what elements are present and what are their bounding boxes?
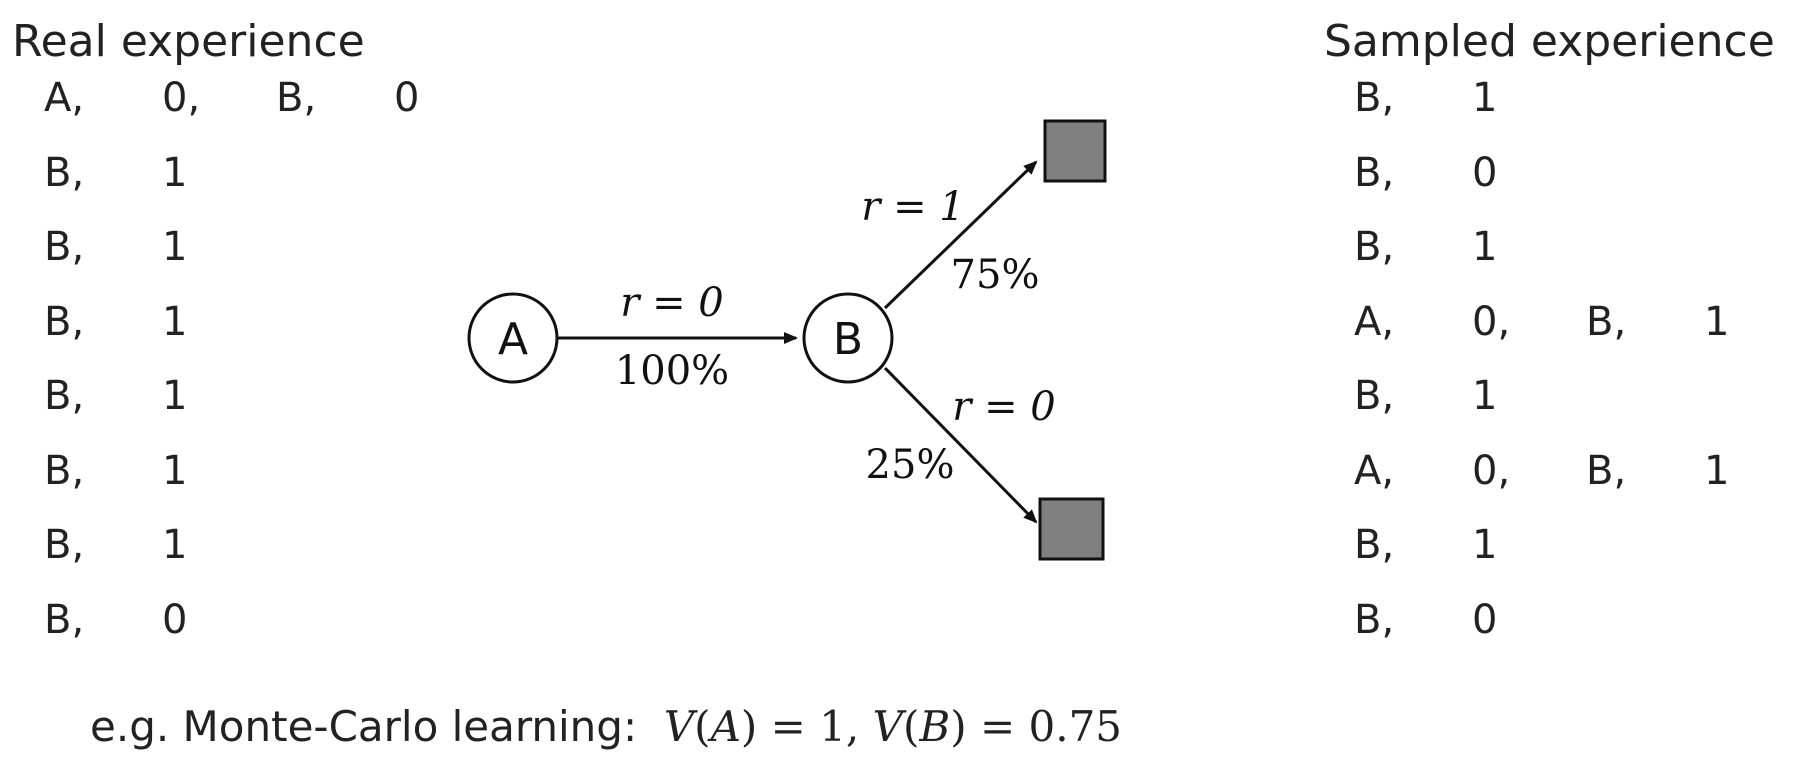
footer-prefix: e.g. Monte-Carlo learning:	[90, 702, 638, 751]
real-experience-row-4-cell-1: B,	[44, 298, 85, 345]
real-experience-row-3-cell-1: B,	[44, 224, 85, 270]
real-experience-row-3-cell-2: 1	[162, 224, 188, 270]
real-experience-row-7-cell-2: 1	[162, 522, 188, 568]
sampled-experience-row-3-cell-1: B,	[1354, 224, 1395, 270]
sampled-experience-row-2-cell-1: B,	[1354, 149, 1395, 196]
edge-b-to-bottom-terminal	[883, 366, 1038, 524]
real-experience-row-8-cell-1: B,	[44, 596, 85, 643]
sampled-experience-row-1-cell-2: 1	[1472, 75, 1498, 121]
vb-function: V	[872, 702, 903, 751]
sampled-experience-row-5-cell-2: 1	[1472, 373, 1498, 419]
edge-bottom-reward-label: r = 0	[952, 384, 1056, 430]
real-experience-row-7-cell-1: B,	[44, 522, 85, 568]
sampled-experience-row-5-cell-1: B,	[1354, 373, 1395, 419]
node-b-label: B	[833, 314, 863, 365]
va-argument: A	[710, 702, 741, 751]
real-experience-row-5-cell-1: B,	[44, 373, 85, 419]
terminal-state-top	[1043, 119, 1107, 183]
va-function: V	[663, 702, 695, 751]
edge-b-to-top-terminal	[883, 160, 1038, 310]
sampled-experience-row-4-cell-1: A,	[1354, 298, 1395, 345]
sampled-experience-row-3-cell-2: 1	[1472, 224, 1498, 270]
terminal-state-bottom	[1038, 497, 1105, 561]
footer-formula: V(A) = 1, V(B) = 0.75	[663, 702, 1123, 751]
node-a: A	[467, 292, 559, 384]
va-value: 1	[819, 702, 846, 751]
real-experience-row-1-cell-4: 0	[394, 75, 420, 121]
sampled-experience-title: Sampled experience	[1324, 16, 1775, 67]
footer-caption: e.g. Monte-Carlo learning: V(A) = 1, V(B…	[90, 706, 1122, 748]
edge-top-reward-label: r = 1	[861, 184, 965, 230]
real-experience-row-6-cell-2: 1	[162, 447, 188, 494]
real-experience-row-1-cell-2: 0,	[162, 75, 201, 121]
real-experience-row-2-cell-2: 1	[162, 149, 188, 196]
sampled-experience-row-6-cell-2: 0,	[1472, 447, 1511, 494]
sampled-experience-row-7-cell-2: 1	[1472, 522, 1498, 568]
sampled-experience-row-6-cell-4: 1	[1704, 447, 1730, 494]
edge-ab-prob-label: 100%	[615, 348, 729, 394]
sampled-experience-row-8-cell-2: 0	[1472, 596, 1498, 643]
real-experience-row-4-cell-2: 1	[162, 298, 188, 345]
sampled-experience-row-6-cell-3: B,	[1586, 447, 1627, 494]
real-experience-row-6-cell-1: B,	[44, 447, 85, 494]
sampled-experience-row-7-cell-1: B,	[1354, 522, 1395, 568]
edge-bottom-prob-label: 25%	[866, 442, 955, 488]
real-experience-row-2-cell-1: B,	[44, 149, 85, 196]
sampled-experience-row-6-cell-1: A,	[1354, 447, 1395, 494]
sampled-experience-row-1-cell-1: B,	[1354, 75, 1395, 121]
vb-argument: B	[919, 702, 951, 751]
edge-ab-reward-label: r = 0	[620, 280, 724, 326]
sampled-experience-row-2-cell-2: 0	[1472, 149, 1498, 196]
sampled-experience-row-8-cell-1: B,	[1354, 596, 1395, 643]
real-experience-title: Real experience	[12, 16, 365, 67]
node-b: B	[802, 292, 894, 384]
vb-value: 0.75	[1028, 702, 1123, 751]
real-experience-row-8-cell-2: 0	[162, 596, 188, 643]
real-experience-row-1-cell-1: A,	[44, 75, 85, 121]
edge-top-prob-label: 75%	[951, 252, 1040, 298]
sampled-experience-row-4-cell-3: B,	[1586, 298, 1627, 345]
sampled-experience-row-4-cell-2: 0,	[1472, 298, 1511, 345]
real-experience-row-1-cell-3: B,	[276, 75, 317, 121]
node-a-label: A	[498, 314, 528, 365]
real-experience-row-5-cell-2: 1	[162, 373, 188, 419]
sampled-experience-row-4-cell-4: 1	[1704, 298, 1730, 345]
